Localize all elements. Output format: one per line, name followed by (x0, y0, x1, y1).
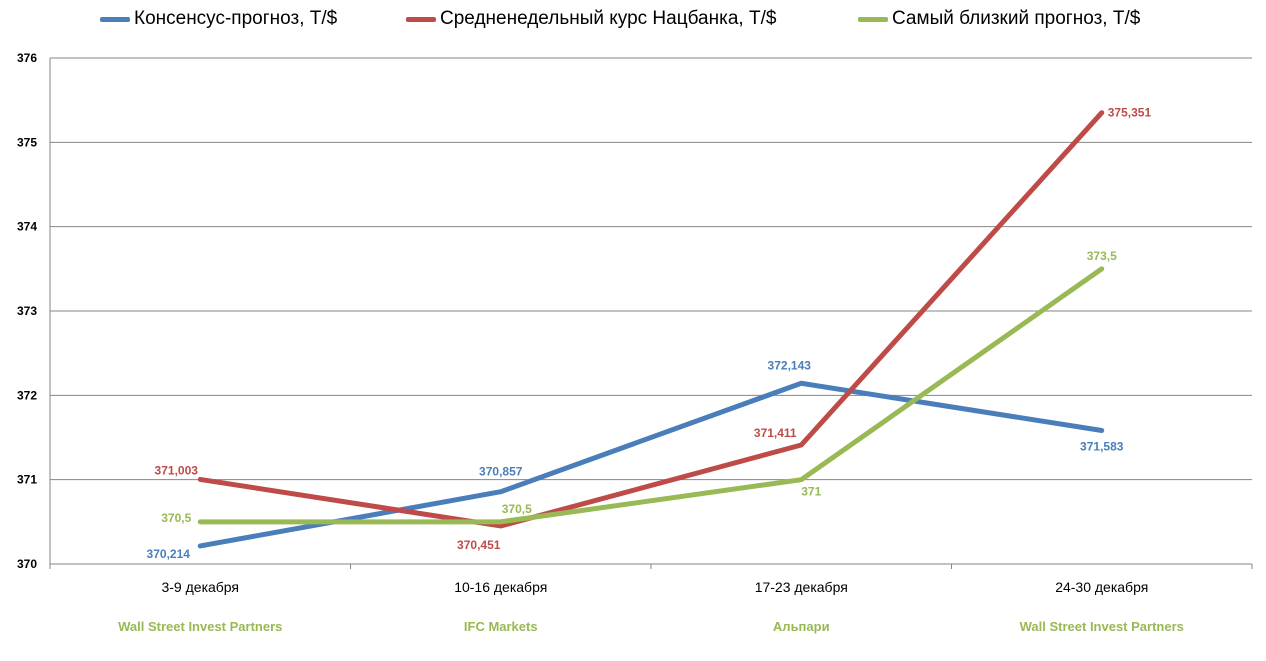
data-label: 370,5 (502, 502, 532, 516)
legend-item-nbk-rate: Средненедельный курс Нацбанка, Т/$ (406, 8, 776, 30)
y-tick-label: 373 (17, 304, 37, 318)
legend-swatch-closest (858, 16, 888, 22)
y-tick-label: 372 (17, 388, 37, 402)
data-label: 371 (801, 485, 821, 499)
series-line-2 (197, 266, 1105, 525)
y-tick-label: 376 (17, 51, 37, 65)
data-label: 375,351 (1108, 106, 1152, 120)
data-label: 370,857 (479, 465, 523, 479)
data-label: 370,5 (161, 511, 191, 525)
series-line-0 (197, 380, 1105, 549)
x-sublabel: Wall Street Invest Partners (1020, 619, 1184, 634)
chart-legend: Консенсус-прогноз, Т/$ Средненедельный к… (0, 8, 1266, 38)
x-sublabel: IFC Markets (464, 619, 538, 634)
x-tick-label: 17-23 декабря (755, 579, 848, 595)
legend-swatch-nbk-rate (406, 16, 436, 22)
data-label: 371,003 (155, 463, 199, 477)
data-label: 371,583 (1080, 440, 1124, 454)
legend-swatch-consensus (100, 16, 130, 22)
data-label: 370,451 (457, 538, 501, 552)
data-label: 372,143 (768, 358, 812, 372)
x-tick-label: 3-9 декабря (161, 579, 239, 595)
series-line-1 (197, 110, 1105, 529)
x-tick-label: 24-30 декабря (1055, 579, 1148, 595)
y-tick-label: 370 (17, 557, 37, 571)
legend-item-closest: Самый близкий прогноз, Т/$ (858, 8, 1140, 30)
y-tick-label: 374 (17, 220, 37, 234)
data-label: 371,411 (754, 426, 797, 440)
y-tick-label: 371 (17, 473, 37, 487)
legend-label-consensus: Консенсус-прогноз, Т/$ (134, 8, 338, 29)
legend-label-nbk-rate: Средненедельный курс Нацбанка, Т/$ (440, 8, 777, 29)
y-tick-label: 375 (17, 135, 37, 149)
x-tick-label: 10-16 декабря (454, 579, 547, 595)
data-label: 370,214 (147, 547, 191, 561)
legend-label-closest: Самый близкий прогноз, Т/$ (892, 8, 1141, 29)
data-label: 373,5 (1087, 249, 1117, 263)
x-sublabel: Альпари (773, 619, 830, 634)
x-sublabel: Wall Street Invest Partners (118, 619, 282, 634)
legend-item-consensus: Консенсус-прогноз, Т/$ (100, 8, 337, 30)
